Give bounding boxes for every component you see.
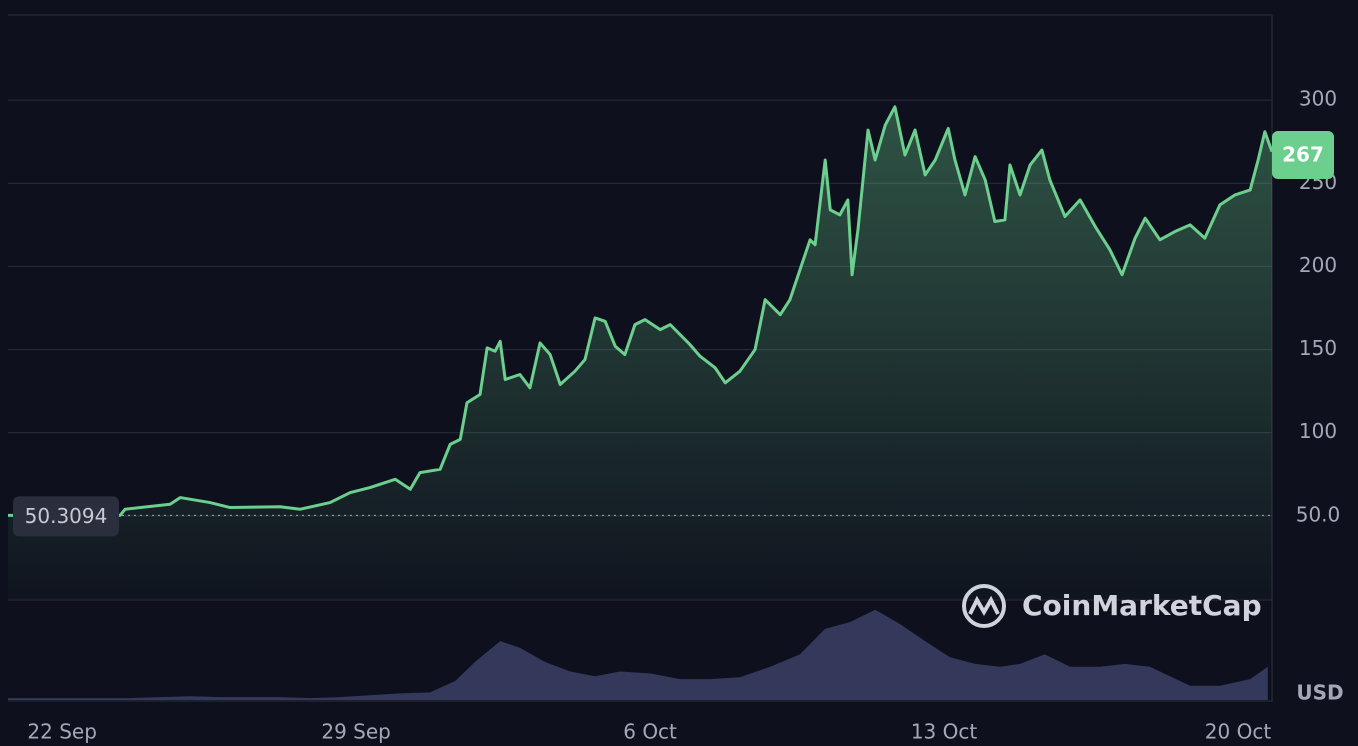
y-tick-label: 50.0 (1296, 502, 1341, 526)
x-tick-label: 13 Oct (911, 720, 978, 744)
x-tick-label: 29 Sep (321, 720, 391, 744)
y-tick-label: 100 (1299, 419, 1337, 443)
start-badge (13, 496, 119, 537)
y-tick-label: 300 (1299, 87, 1337, 111)
current-badge (1272, 131, 1334, 180)
volume-area (8, 609, 1268, 700)
y-tick-label: 200 (1299, 253, 1337, 277)
x-tick-label: 20 Oct (1205, 720, 1272, 744)
y-tick-label: 150 (1299, 336, 1337, 360)
price-area (8, 106, 1272, 600)
current-value-label: 267 (1282, 143, 1324, 167)
x-tick-label: 22 Sep (27, 720, 97, 744)
price-line (8, 105, 1274, 517)
start-value-label: 50.3094 (25, 504, 108, 528)
x-tick-label: 6 Oct (623, 720, 677, 744)
currency: USD (1296, 681, 1343, 705)
